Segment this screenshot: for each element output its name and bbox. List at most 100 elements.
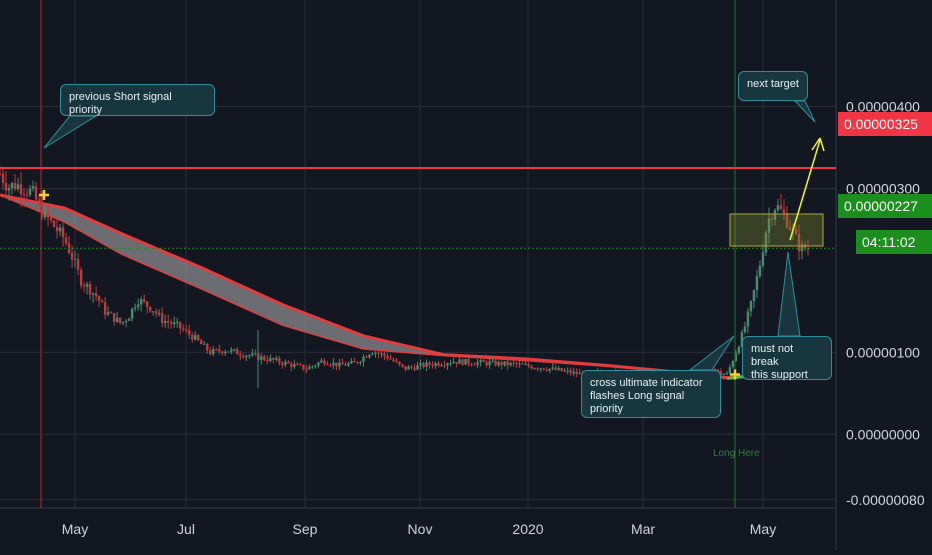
candle-body-106 bbox=[317, 362, 320, 366]
current-price-badge: 0.00000227 bbox=[838, 194, 932, 218]
candle-body-256 bbox=[767, 218, 771, 233]
candle-body-13 bbox=[37, 199, 41, 203]
candle-body-182 bbox=[545, 369, 548, 371]
candle-body-254 bbox=[761, 252, 765, 266]
candle-body-2 bbox=[4, 182, 8, 191]
candle-body-181 bbox=[542, 368, 545, 370]
candle-body-105 bbox=[314, 365, 317, 367]
candle-body-22 bbox=[64, 237, 68, 244]
candle-body-91 bbox=[272, 357, 275, 360]
candle-body-125 bbox=[374, 352, 377, 354]
candle-body-47 bbox=[139, 299, 143, 305]
long-signal-marker bbox=[730, 369, 740, 380]
long-signal-text-1: cross ultimate indicator bbox=[590, 377, 703, 389]
candle-body-187 bbox=[560, 368, 563, 371]
candle-body-14 bbox=[40, 202, 44, 218]
candle-body-116 bbox=[347, 363, 350, 366]
candle-body-34 bbox=[100, 300, 104, 303]
candle-body-49 bbox=[145, 301, 149, 307]
candle-body-98 bbox=[293, 364, 296, 367]
candle-body-121 bbox=[362, 356, 365, 362]
candle-body-63 bbox=[188, 330, 191, 335]
candle-body-87 bbox=[260, 356, 263, 360]
candle-body-115 bbox=[344, 364, 347, 366]
x-tick-label-2: Sep bbox=[293, 521, 318, 537]
candle-body-185 bbox=[554, 367, 557, 370]
candle-body-184 bbox=[551, 367, 554, 369]
x-tick-label-0: May bbox=[62, 521, 88, 537]
candle-body-168 bbox=[503, 361, 506, 366]
candle-body-71 bbox=[212, 349, 215, 355]
candle-body-263 bbox=[788, 227, 792, 230]
candle-body-133 bbox=[398, 361, 401, 365]
candle-body-244 bbox=[731, 361, 735, 368]
candle-body-193 bbox=[578, 373, 581, 375]
support-zone-box bbox=[729, 213, 824, 247]
candle-body-122 bbox=[365, 356, 368, 358]
candle-body-65 bbox=[194, 335, 197, 340]
candle-body-74 bbox=[221, 351, 224, 354]
candle-body-177 bbox=[530, 366, 533, 369]
candle-body-113 bbox=[338, 362, 341, 367]
candle-body-12 bbox=[34, 186, 38, 200]
candle-body-6 bbox=[16, 184, 20, 190]
candle-body-76 bbox=[227, 351, 230, 353]
x-tick-label-3: Nov bbox=[408, 521, 433, 537]
y-tick-label-3: 0.00000000 bbox=[846, 426, 920, 442]
ribbon-lower-line bbox=[0, 194, 801, 380]
candle-body-173 bbox=[518, 363, 521, 365]
candle-body-269 bbox=[806, 248, 810, 250]
candle-body-169 bbox=[506, 361, 509, 366]
candle-body-149 bbox=[446, 363, 449, 366]
candle-body-162 bbox=[485, 361, 488, 366]
candle-body-189 bbox=[566, 370, 569, 372]
candle-body-17 bbox=[49, 217, 53, 221]
candle-body-124 bbox=[371, 353, 374, 355]
candle-body-251 bbox=[752, 290, 756, 302]
resistance-price-text: 0.00000325 bbox=[844, 116, 918, 132]
candle-body-160 bbox=[479, 360, 482, 363]
candle-body-29 bbox=[85, 284, 89, 287]
candle-body-9 bbox=[25, 194, 29, 196]
candle-body-242 bbox=[725, 373, 729, 375]
candle-body-166 bbox=[497, 361, 500, 366]
candle-body-73 bbox=[218, 349, 221, 352]
candle-body-54 bbox=[161, 313, 164, 324]
candle-body-158 bbox=[473, 364, 476, 366]
candle-body-240 bbox=[719, 371, 723, 375]
candle-body-135 bbox=[404, 366, 407, 370]
candle-body-96 bbox=[287, 361, 290, 364]
y-tick-label-4: -0.00000080 bbox=[846, 492, 925, 508]
candle-body-107 bbox=[320, 360, 323, 363]
candle-body-172 bbox=[515, 363, 518, 365]
candle-body-21 bbox=[61, 227, 65, 238]
candle-body-92 bbox=[275, 358, 278, 360]
candle-body-259 bbox=[776, 205, 780, 211]
candle-body-90 bbox=[269, 357, 272, 362]
candle-body-8 bbox=[22, 194, 26, 196]
candle-body-30 bbox=[88, 284, 92, 295]
candle-body-131 bbox=[392, 359, 395, 362]
candle-body-82 bbox=[245, 355, 248, 358]
candle-body-94 bbox=[281, 362, 284, 365]
candle-body-238 bbox=[713, 369, 717, 371]
candle-body-179 bbox=[536, 368, 539, 370]
next-target-text: next target bbox=[747, 78, 799, 90]
candle-body-247 bbox=[740, 332, 744, 347]
candle-body-88 bbox=[263, 356, 266, 360]
candle-body-85 bbox=[254, 353, 257, 355]
next-target-callout: next target bbox=[738, 71, 808, 101]
short-signal-marker bbox=[39, 190, 49, 201]
candle-body-108 bbox=[323, 360, 326, 364]
candle-body-176 bbox=[527, 364, 530, 367]
candle-body-7 bbox=[19, 184, 23, 195]
candle-body-43 bbox=[127, 318, 131, 321]
candle-body-44 bbox=[130, 308, 134, 319]
candle-body-132 bbox=[395, 361, 398, 363]
candle-body-5 bbox=[13, 183, 17, 190]
candle-body-59 bbox=[176, 321, 179, 323]
x-tick-label-4: 2020 bbox=[512, 521, 543, 537]
candle-body-53 bbox=[157, 313, 161, 315]
overlays bbox=[0, 0, 836, 508]
